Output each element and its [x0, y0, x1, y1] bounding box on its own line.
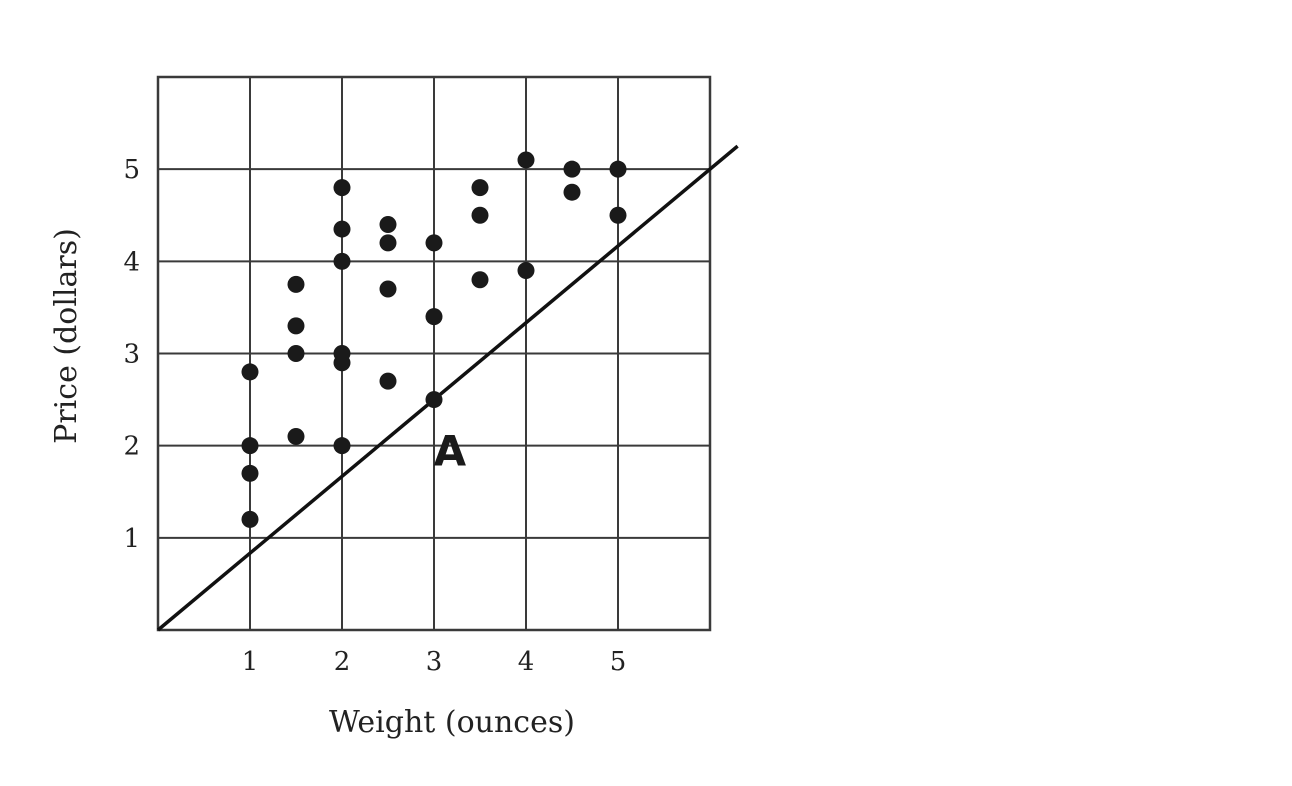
- x-tick-label: 2: [334, 647, 351, 677]
- x-tick-labels: 1 2 3 4 5: [242, 647, 627, 677]
- data-point: [379, 372, 397, 390]
- data-point: [333, 252, 351, 270]
- data-point: [333, 345, 351, 362]
- data-point: [471, 179, 489, 197]
- data-point: [609, 160, 627, 178]
- data-point: [609, 206, 627, 224]
- y-axis-label: Price (dollars): [49, 228, 84, 444]
- y-tick-label: 1: [123, 524, 140, 554]
- data-point: [563, 183, 581, 201]
- data-point: [425, 234, 443, 252]
- y-tick-label: 3: [123, 340, 140, 370]
- y-tick-label: 2: [123, 432, 140, 462]
- data-point: [241, 363, 259, 381]
- data-points: [241, 151, 627, 528]
- data-point: [241, 437, 259, 455]
- data-point: [241, 464, 259, 482]
- x-tick-label: 5: [610, 647, 627, 677]
- data-point: [563, 160, 581, 178]
- data-point: [333, 220, 351, 238]
- y-tick-label: 4: [123, 247, 140, 277]
- data-point: [517, 262, 535, 280]
- data-point: [425, 391, 443, 409]
- plot-frame: [156, 75, 712, 632]
- x-tick-label: 3: [426, 647, 443, 677]
- annotation-a: A: [434, 427, 467, 476]
- line-a: [156, 144, 739, 632]
- data-point: [517, 151, 535, 169]
- data-point: [425, 308, 443, 326]
- y-tick-labels: 1 2 3 4 5: [123, 155, 140, 554]
- data-point: [379, 215, 397, 233]
- data-point: [287, 427, 305, 445]
- data-point: [287, 345, 305, 362]
- data-point: [333, 437, 351, 455]
- y-tick-label: 5: [123, 155, 140, 185]
- data-point: [241, 510, 259, 528]
- x-axis-label: Weight (ounces): [329, 705, 575, 740]
- x-tick-label: 1: [242, 647, 259, 677]
- data-point: [379, 234, 397, 252]
- data-point: [379, 280, 397, 298]
- data-point: [287, 317, 305, 335]
- data-point: [471, 271, 489, 289]
- x-tick-label: 4: [518, 647, 535, 677]
- data-point: [471, 206, 489, 224]
- data-point: [333, 179, 351, 197]
- data-point: [287, 275, 305, 293]
- grid: [158, 77, 710, 630]
